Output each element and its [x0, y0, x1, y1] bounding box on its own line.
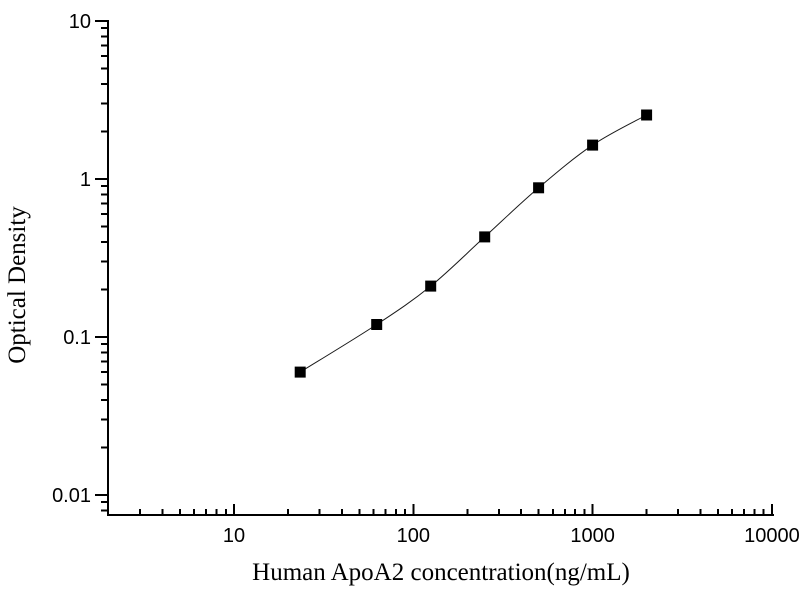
standard-curve-line — [299, 114, 647, 373]
y-tick-label: 0.01 — [52, 485, 91, 507]
data-point-marker — [641, 109, 653, 121]
data-point-marker — [371, 319, 383, 330]
x-tick-label: 10000 — [744, 525, 800, 547]
y-tick-label: 0.1 — [63, 327, 91, 349]
x-tick-label: 1000 — [570, 525, 615, 547]
data-point-marker — [587, 139, 599, 151]
data-point-marker — [425, 280, 437, 292]
data-point-marker — [294, 366, 306, 378]
x-axis-title: Human ApoA2 concentration(ng/mL) — [252, 559, 630, 586]
y-tick-label: 1 — [80, 169, 91, 191]
data-point-marker — [533, 182, 545, 194]
data-point-marker — [479, 231, 491, 243]
x-tick-label: 100 — [397, 525, 430, 547]
x-tick-label: 10 — [223, 525, 245, 547]
y-axis-title: Optical Density — [4, 206, 31, 364]
y-tick-label: 10 — [69, 11, 91, 33]
